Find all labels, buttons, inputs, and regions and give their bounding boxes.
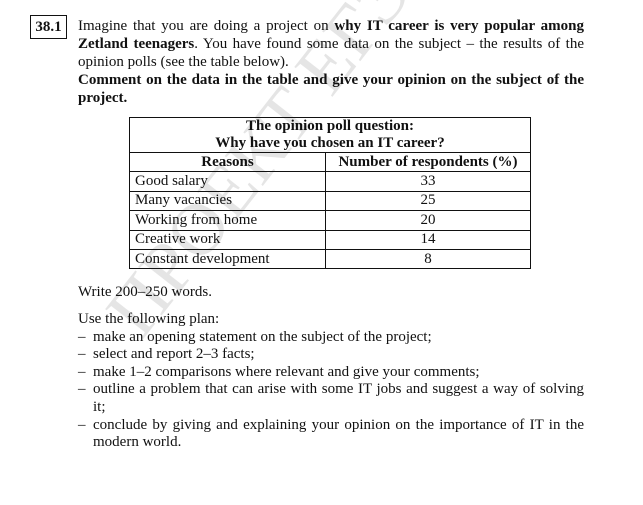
word-count-instruction: Write 200–250 words. [78, 284, 212, 300]
table-row: Good salary 33 [129, 171, 531, 192]
reason-cell: Constant development [129, 248, 326, 270]
poll-table: The opinion poll question: Why have you c… [129, 117, 531, 270]
plan-item: make 1–2 comparisons where relevant and … [78, 364, 584, 382]
table-row: Creative work 14 [129, 229, 531, 250]
instruction: Comment on the data in the table and giv… [78, 72, 584, 106]
plan-item: make an opening statement on the subject… [78, 329, 584, 347]
intro-bold: why IT career is very popular among Zetl… [78, 18, 584, 52]
reason-cell: Creative work [129, 229, 326, 250]
header-reasons: Reasons [129, 151, 326, 173]
table-row: Many vacancies 25 [129, 190, 531, 212]
plan-intro: Use the following plan: [78, 311, 220, 327]
value-cell: 14 [325, 229, 531, 250]
table-title-line2: Why have you chosen an IT career? [215, 135, 445, 151]
task-text: Imagine that you are doing a project on … [78, 17, 584, 107]
value-cell: 8 [325, 248, 531, 270]
reason-cell: Working from home [129, 210, 326, 231]
value-cell: 20 [325, 210, 531, 231]
intro-rest: . You have found some data on the subjec… [78, 36, 584, 70]
reason-cell: Good salary [129, 171, 326, 192]
reason-cell: Many vacancies [129, 190, 326, 212]
plan-item: conclude by giving and explaining your o… [78, 417, 584, 452]
value-cell: 33 [325, 171, 531, 192]
plan-item: outline a problem that can arise with so… [78, 381, 584, 416]
intro-text: Imagine that you are doing a project on [78, 18, 335, 34]
table-row: Working from home 20 [129, 210, 531, 231]
plan: Use the following plan: make an opening … [78, 311, 584, 452]
table-title: The opinion poll question: Why have you c… [129, 117, 531, 153]
plan-item: select and report 2–3 facts; [78, 346, 584, 364]
value-cell: 25 [325, 190, 531, 212]
header-respondents: Number of respondents (%) [325, 151, 531, 173]
table-row: Constant development 8 [129, 248, 531, 270]
task-number: 38.1 [30, 15, 67, 39]
table-title-line1: The opinion poll question: [246, 118, 414, 134]
